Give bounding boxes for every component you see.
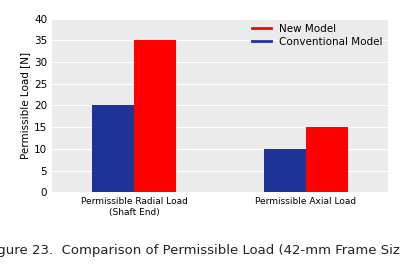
Bar — [134, 40, 176, 192]
Bar — [92, 105, 134, 192]
Text: Figure 23.  Comparison of Permissible Load (42-mm Frame Size): Figure 23. Comparison of Permissible Loa… — [0, 245, 400, 257]
Legend: New Model, Conventional Model: New Model, Conventional Model — [252, 24, 383, 47]
Y-axis label: Permissible Load [N]: Permissible Load [N] — [20, 52, 30, 159]
Bar — [264, 149, 306, 192]
Bar — [306, 127, 348, 192]
